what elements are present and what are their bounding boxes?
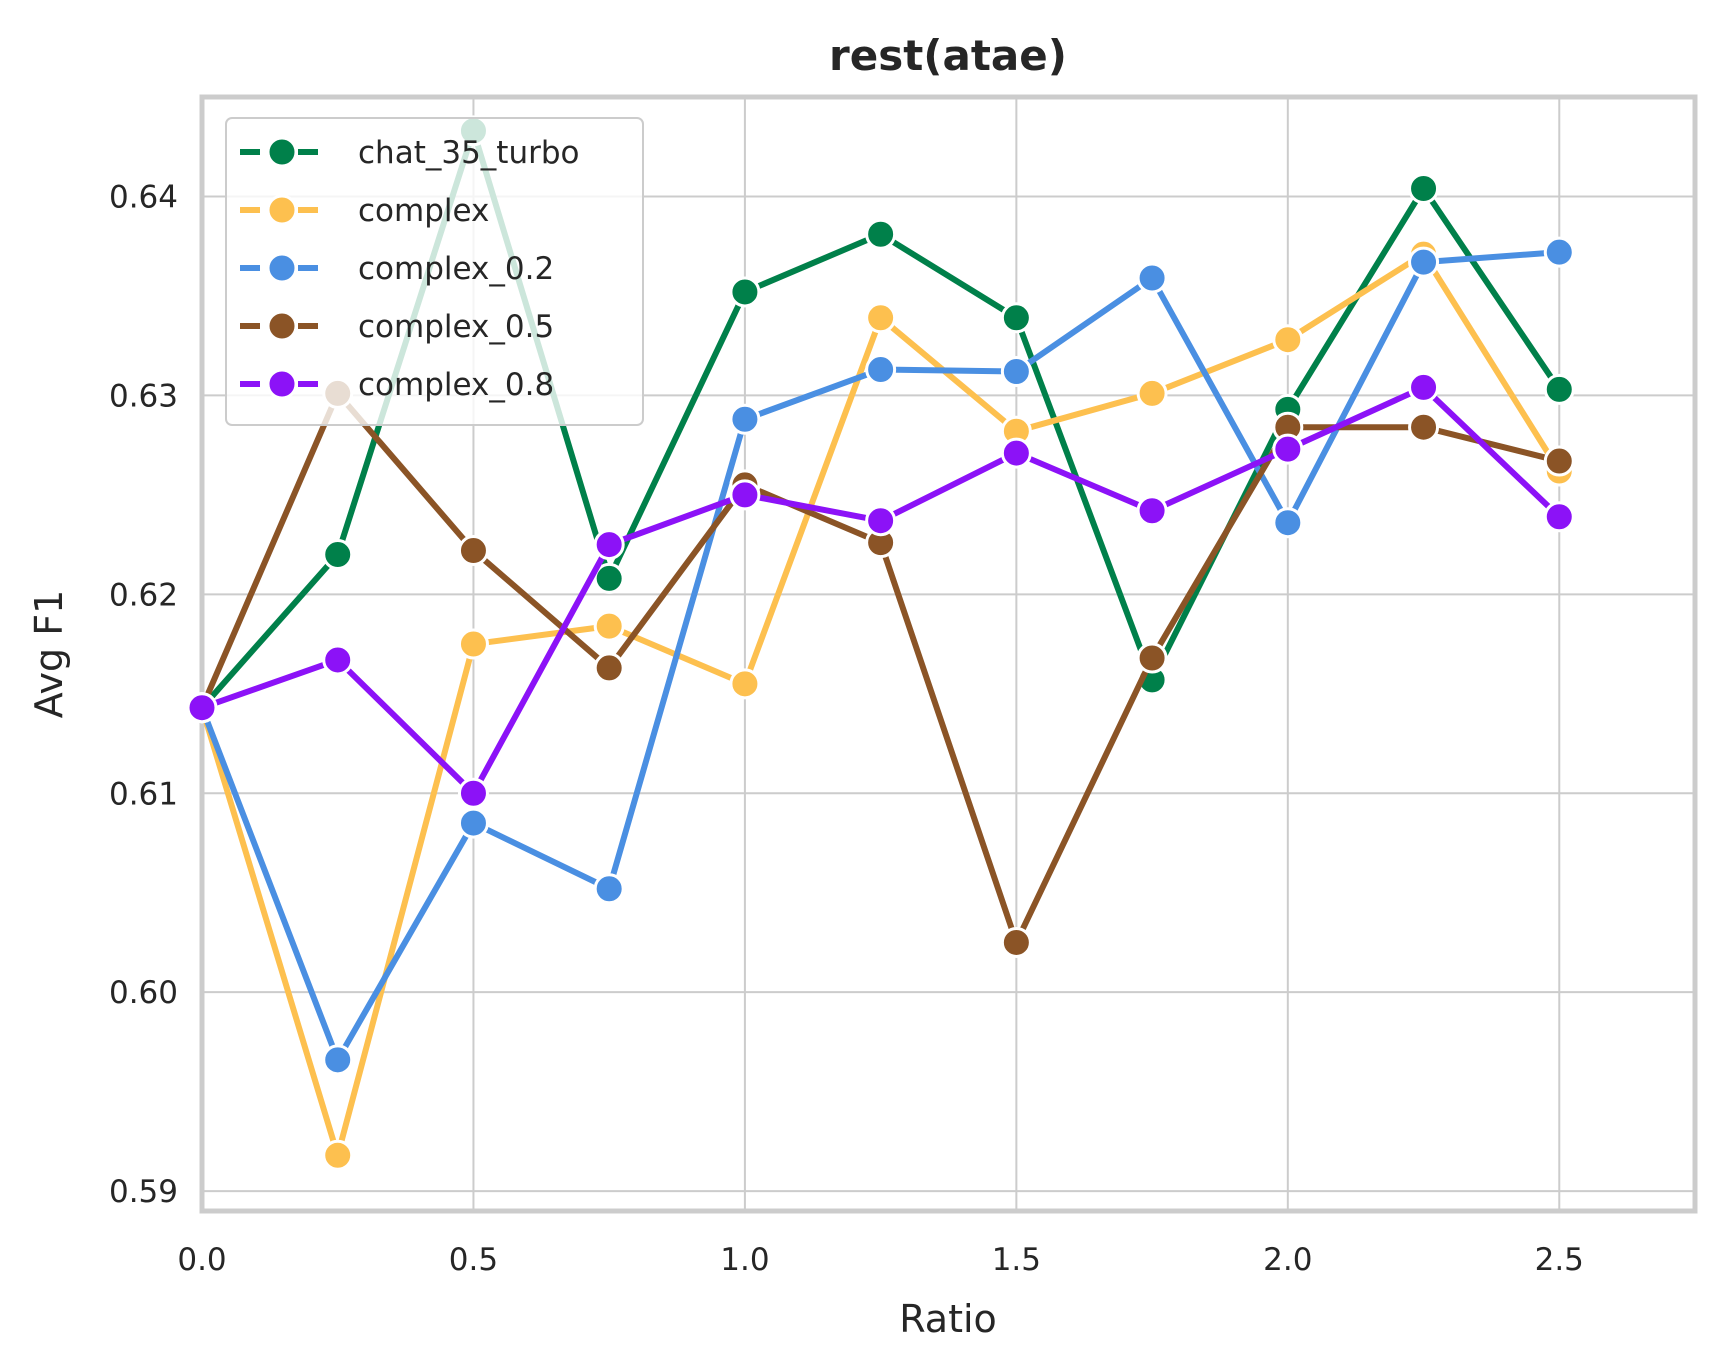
legend-marker <box>266 136 298 168</box>
data-point-complex-0-8 <box>1136 495 1168 527</box>
data-point-chat-35-turbo <box>593 562 625 594</box>
y-tick-label: 0.59 <box>109 1174 178 1210</box>
x-tick-label: 1.0 <box>720 1242 769 1278</box>
data-point-complex-0-8 <box>186 692 218 724</box>
x-tick-label: 2.0 <box>1263 1242 1312 1278</box>
data-point-complex-0-2 <box>1272 507 1304 539</box>
chart-title: rest(atae) <box>829 31 1067 80</box>
legend-marker <box>266 368 298 400</box>
data-point-complex-0-2 <box>1000 356 1032 388</box>
data-point-complex-0-5 <box>1136 642 1168 674</box>
plot-frame <box>199 94 1698 1214</box>
data-point-complex <box>729 668 761 700</box>
data-point-complex-0-2 <box>1136 262 1168 294</box>
data-point-chat-35-turbo <box>322 539 354 571</box>
data-point-complex-0-8 <box>729 479 761 511</box>
y-tick-label: 0.61 <box>109 776 178 812</box>
data-point-complex-0-8 <box>1000 437 1032 469</box>
legend-item: chat_35_turbo <box>240 135 579 171</box>
data-point-complex <box>865 302 897 334</box>
data-point-complex-0-2 <box>1543 236 1575 268</box>
legend-item: complex_0.5 <box>240 309 554 345</box>
data-point-complex <box>1136 377 1168 409</box>
data-point-complex-0-2 <box>593 873 625 905</box>
legend-item: complex <box>240 193 489 229</box>
legend-marker <box>266 194 298 226</box>
data-point-complex-0-2 <box>322 1044 354 1076</box>
data-point-complex-0-2 <box>729 403 761 435</box>
y-tick-label: 0.63 <box>109 378 178 414</box>
data-point-complex <box>457 628 489 660</box>
y-axis-label: Avg F1 <box>27 590 71 719</box>
data-point-chat-35-turbo <box>865 218 897 250</box>
y-tick-labels: 0.59 0.60 0.61 0.62 0.63 0.64 <box>109 179 178 1210</box>
series-complex <box>186 238 1575 1171</box>
x-tick-label: 2.5 <box>1535 1242 1584 1278</box>
data-point-complex-0-5 <box>1000 926 1032 958</box>
legend-marker <box>266 310 298 342</box>
data-point-complex-0-2 <box>1408 246 1440 278</box>
data-point-chat-35-turbo <box>1000 302 1032 334</box>
legend-box <box>225 117 644 426</box>
data-point-complex-0-2 <box>865 354 897 386</box>
legend-item: complex_0.8 <box>240 367 554 403</box>
data-point-complex <box>322 1139 354 1171</box>
y-tick-label: 0.60 <box>109 975 178 1011</box>
data-point-complex-0-5 <box>457 535 489 567</box>
data-point-complex <box>593 610 625 642</box>
x-tick-label: 1.5 <box>992 1242 1041 1278</box>
data-point-complex <box>1272 324 1304 356</box>
data-point-complex-0-8 <box>457 777 489 809</box>
data-point-complex-0-5 <box>1543 445 1575 477</box>
data-point-complex-0-5 <box>1408 411 1440 443</box>
data-point-complex-0-8 <box>1272 433 1304 465</box>
x-tick-label: 0.5 <box>449 1242 498 1278</box>
legend-item: complex_0.2 <box>240 251 554 287</box>
legend-label: chat_35_turbo <box>358 135 579 171</box>
legend-label: complex_0.2 <box>358 251 554 287</box>
data-point-complex-0-5 <box>593 652 625 684</box>
x-tick-label: 0.0 <box>177 1242 226 1278</box>
data-point-chat-35-turbo <box>1543 373 1575 405</box>
y-tick-label: 0.64 <box>109 179 178 215</box>
legend-label: complex_0.5 <box>358 309 554 345</box>
series-complex-0-8 <box>186 371 1575 809</box>
legend-label: complex_0.8 <box>358 367 554 403</box>
data-point-complex-0-8 <box>593 529 625 561</box>
x-tick-labels: 0.0 0.5 1.0 1.5 2.0 2.5 <box>177 1242 1584 1278</box>
data-point-chat-35-turbo <box>729 276 761 308</box>
data-point-complex-0-2 <box>457 807 489 839</box>
legend-label: complex <box>358 193 489 229</box>
data-point-complex-0-8 <box>1408 371 1440 403</box>
data-point-complex-0-8 <box>1543 501 1575 533</box>
data-point-complex-0-8 <box>865 505 897 537</box>
series-complex-0-2 <box>186 236 1575 1076</box>
x-axis-label: Ratio <box>899 1297 997 1341</box>
data-point-complex-0-8 <box>322 644 354 676</box>
legend-marker <box>266 252 298 284</box>
y-tick-label: 0.62 <box>109 577 178 613</box>
data-point-chat-35-turbo <box>1408 173 1440 205</box>
